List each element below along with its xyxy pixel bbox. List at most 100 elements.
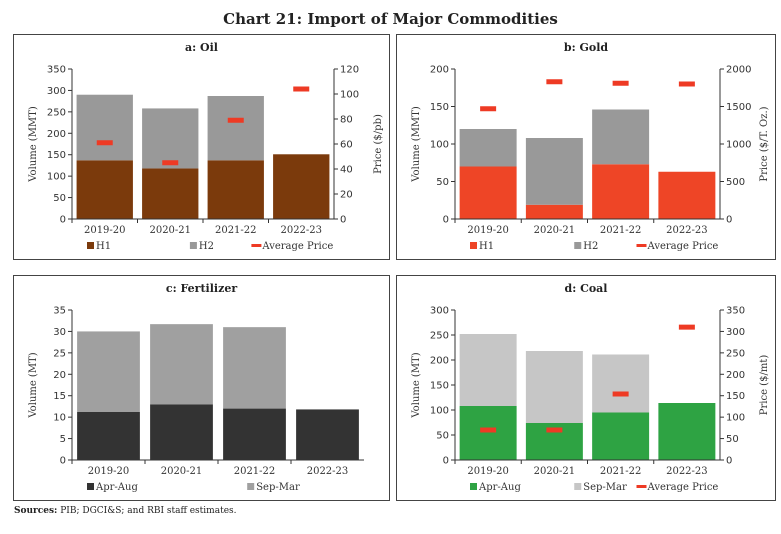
bar-h1 bbox=[525, 204, 583, 219]
y-tick-label: 5 bbox=[60, 434, 66, 445]
y-tick-label: 150 bbox=[430, 102, 449, 113]
chart-fertilizer: c: Fertilizer 0 5 10 15 20 25 30 35 Volume (MT) 20… bbox=[28, 282, 364, 493]
average-price-marker bbox=[162, 160, 179, 166]
y2-tick-label: 0 bbox=[726, 456, 732, 467]
y2-tick-label: 0 bbox=[726, 215, 732, 226]
sources-text: PIB; DGCI&S; and RBI staff estimates. bbox=[57, 506, 237, 516]
legend-label: H2 bbox=[583, 241, 598, 252]
y-tick-label: 350 bbox=[47, 65, 66, 76]
x-tick-label: 2022-23 bbox=[666, 466, 708, 477]
legend-label: Average Price bbox=[647, 241, 719, 252]
y-tick-label: 0 bbox=[443, 456, 449, 467]
bar-sep-mar bbox=[592, 354, 650, 413]
x-tick-label: 2020-21 bbox=[161, 466, 203, 477]
y-tick-label: 35 bbox=[53, 306, 66, 317]
average-price-marker bbox=[612, 80, 629, 86]
legend-swatch bbox=[189, 242, 197, 249]
legend-label: H2 bbox=[199, 241, 214, 252]
y-tick-label: 200 bbox=[47, 129, 66, 140]
y2-tick-label: 150 bbox=[726, 391, 745, 402]
legend-swatch bbox=[574, 483, 582, 490]
y2-tick-label: 80 bbox=[340, 115, 353, 126]
y2-tick-label: 120 bbox=[340, 65, 359, 76]
panel-fertilizer: c: Fertilizer 0 5 10 15 20 25 30 35 Volume (MT) 20… bbox=[13, 275, 390, 501]
legend-label: Average Price bbox=[261, 241, 333, 252]
y2-tick-label: 60 bbox=[340, 140, 353, 151]
y-tick-label: 15 bbox=[53, 391, 66, 402]
y2-tick-label: 100 bbox=[726, 413, 745, 424]
bar-apr-aug bbox=[459, 406, 517, 460]
bar-h1 bbox=[459, 166, 517, 219]
y-tick-label: 50 bbox=[436, 431, 449, 442]
x-tick-label: 2022-23 bbox=[307, 466, 349, 477]
legend-swatch bbox=[470, 483, 477, 490]
y2-tick-label: 40 bbox=[340, 165, 353, 176]
bar-h1 bbox=[76, 160, 133, 219]
average-price-marker bbox=[546, 427, 563, 433]
panel-title: b: Gold bbox=[564, 41, 608, 54]
bar-h2 bbox=[459, 129, 517, 167]
y2-tick-label: 20 bbox=[340, 190, 353, 201]
average-price-marker bbox=[678, 81, 695, 87]
y-axis-label: Volume (MMT) bbox=[411, 106, 422, 183]
bar-h2 bbox=[76, 94, 133, 161]
legend-label: Sep-Mar bbox=[583, 482, 627, 493]
y2-axis-label: Price ($/pb) bbox=[373, 114, 384, 174]
legend-swatch bbox=[87, 242, 94, 249]
bar-sep-mar bbox=[77, 331, 140, 412]
bar-h2 bbox=[592, 109, 650, 165]
x-tick-label: 2021-22 bbox=[600, 225, 642, 236]
bar-sep-mar bbox=[223, 327, 286, 409]
legend-label: Average Price bbox=[647, 482, 719, 493]
y-tick-label: 100 bbox=[47, 172, 66, 183]
y-tick-label: 250 bbox=[47, 107, 66, 118]
x-tick-label: 2021-22 bbox=[600, 466, 642, 477]
y-tick-label: 25 bbox=[53, 348, 66, 359]
y-tick-label: 0 bbox=[60, 215, 66, 226]
bar-h2 bbox=[142, 108, 199, 169]
y2-tick-label: 1500 bbox=[726, 102, 751, 113]
x-tick-label: 2020-21 bbox=[149, 225, 191, 236]
bar-h1 bbox=[142, 168, 199, 219]
bar-h1 bbox=[592, 164, 650, 219]
legend-swatch bbox=[636, 244, 647, 247]
bar-apr-aug bbox=[150, 404, 213, 460]
y-tick-label: 100 bbox=[430, 140, 449, 151]
x-tick-label: 2021-22 bbox=[215, 225, 257, 236]
panel-title: d: Coal bbox=[565, 282, 608, 295]
x-tick-label: 2021-22 bbox=[234, 466, 276, 477]
y-tick-label: 0 bbox=[60, 456, 66, 467]
y-tick-label: 50 bbox=[436, 177, 449, 188]
legend-swatch bbox=[251, 244, 262, 247]
y-tick-label: 10 bbox=[53, 413, 66, 424]
x-tick-label: 2020-21 bbox=[534, 466, 576, 477]
legend-swatch bbox=[636, 485, 647, 488]
legend-label: Apr-Aug bbox=[478, 482, 521, 493]
x-tick-label: 2022-23 bbox=[280, 225, 322, 236]
panel-title: c: Fertilizer bbox=[166, 282, 237, 295]
bar-h2 bbox=[207, 96, 264, 161]
y-tick-label: 0 bbox=[443, 215, 449, 226]
y-tick-label: 50 bbox=[53, 193, 66, 204]
legend-swatch bbox=[87, 483, 94, 490]
panel-title: a: Oil bbox=[185, 41, 218, 54]
y2-tick-label: 250 bbox=[726, 348, 745, 359]
y-tick-label: 150 bbox=[430, 381, 449, 392]
x-tick-label: 2019-20 bbox=[84, 225, 126, 236]
y2-tick-label: 0 bbox=[340, 215, 346, 226]
y-tick-label: 20 bbox=[53, 370, 66, 381]
bar-h1 bbox=[207, 160, 264, 219]
legend-swatch bbox=[470, 242, 477, 249]
y-tick-label: 150 bbox=[47, 150, 66, 161]
chart-gold: b: Gold 0 50 100 150 200 Volume (MMT) 2019-20 20… bbox=[411, 41, 770, 252]
y2-axis-label: Price ($/T. Oz.) bbox=[759, 106, 770, 181]
sources-label: Sources: bbox=[14, 506, 58, 516]
legend-label: Sep-Mar bbox=[256, 482, 300, 493]
bar-apr-aug bbox=[296, 409, 359, 460]
y-axis-label: Volume (MT) bbox=[411, 352, 422, 418]
average-price-marker bbox=[612, 391, 629, 397]
x-tick-label: 2019-20 bbox=[467, 225, 509, 236]
legend-swatch bbox=[247, 483, 255, 490]
panel-gold: b: Gold 0 50 100 150 200 Volume (MMT) 2019-20 20… bbox=[396, 34, 776, 260]
